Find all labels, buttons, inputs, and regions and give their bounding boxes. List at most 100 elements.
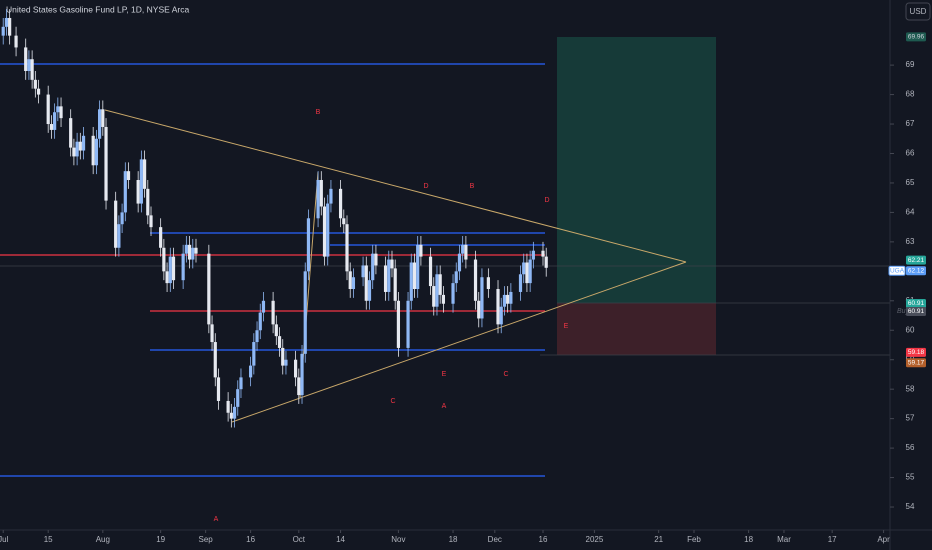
candle-body xyxy=(171,256,176,281)
candle-body xyxy=(390,259,394,269)
candle-body xyxy=(383,265,388,292)
candle-body xyxy=(271,300,275,325)
candle-body xyxy=(297,377,301,396)
candle-body xyxy=(367,280,372,301)
candle-body xyxy=(361,265,365,278)
price-label: 60.91 xyxy=(908,308,925,315)
currency[interactable]: USD xyxy=(910,7,927,16)
candle-body xyxy=(33,79,37,89)
candle-body xyxy=(46,94,50,125)
candle-body xyxy=(53,112,57,130)
x-tick-label: Nov xyxy=(391,535,405,544)
candle-body xyxy=(191,247,195,260)
candle-body xyxy=(94,138,98,166)
candle-body xyxy=(345,224,349,272)
x-tick-label: 17 xyxy=(828,535,837,544)
candle-body xyxy=(274,324,278,337)
candle-body xyxy=(4,17,9,27)
price-label-box xyxy=(906,306,926,316)
candle-body xyxy=(8,17,12,36)
candle-body xyxy=(303,271,307,354)
candle-body xyxy=(239,377,243,390)
candle-body xyxy=(91,135,95,166)
candle-body xyxy=(187,244,192,260)
y-tick-label: 68 xyxy=(906,90,915,99)
candle-body xyxy=(142,159,147,189)
price-label: 69.96 xyxy=(908,34,925,41)
candle-body xyxy=(258,312,262,331)
candle-body xyxy=(184,244,188,254)
candle-body xyxy=(117,224,121,248)
candle-body xyxy=(477,300,481,319)
candle-body xyxy=(338,188,343,219)
candle-body xyxy=(114,200,118,248)
candle-body xyxy=(27,59,31,72)
candle-body xyxy=(506,294,510,304)
annotation: C xyxy=(503,371,508,378)
y-tick-label: 56 xyxy=(906,443,915,452)
chart-title: United States Gasoline Fund LP, 1D, NYSE… xyxy=(6,4,189,14)
candle-body xyxy=(541,250,545,257)
candle-body xyxy=(30,59,34,80)
x-tick-label: 18 xyxy=(449,535,458,544)
candle-body xyxy=(236,389,240,407)
candle-body xyxy=(146,188,150,216)
currency-button[interactable] xyxy=(905,2,931,21)
x-tick-label: Jul xyxy=(0,535,9,544)
x-tick-label: Aug xyxy=(96,535,110,544)
candle-body xyxy=(416,244,420,290)
candle-body xyxy=(438,274,442,295)
candle-body xyxy=(435,274,439,307)
price-tag-box xyxy=(888,265,906,276)
candle-body xyxy=(149,215,153,228)
x-tick-label: Mar xyxy=(777,535,791,544)
candle-body xyxy=(496,289,500,325)
candle-body xyxy=(56,106,60,113)
candle-body xyxy=(232,406,237,419)
annotation: D xyxy=(544,197,549,204)
candle-body xyxy=(72,147,76,157)
candle-body xyxy=(329,188,333,204)
candle-body xyxy=(322,206,327,257)
candle-body xyxy=(81,135,86,151)
x-tick-label: 14 xyxy=(336,535,345,544)
price-label: 59.17 xyxy=(908,359,925,366)
candle-body xyxy=(281,347,285,366)
x-tick-label: Feb xyxy=(687,535,701,544)
candle-body xyxy=(518,274,523,292)
candle-body xyxy=(194,247,198,254)
candle-body xyxy=(316,180,320,219)
candle-body xyxy=(419,244,423,257)
annotation: E xyxy=(442,371,447,378)
candle-body xyxy=(473,259,478,301)
x-tick-label: 21 xyxy=(654,535,663,544)
annotation: A xyxy=(214,516,219,523)
y-tick-label: 55 xyxy=(906,473,915,482)
x-tick-label: Oct xyxy=(293,535,306,544)
annotation: A xyxy=(442,403,447,410)
price-label-box xyxy=(906,358,926,368)
candle-body xyxy=(104,126,108,201)
y-tick-label: 58 xyxy=(906,384,915,393)
candle-body xyxy=(393,268,397,301)
candle-body xyxy=(136,180,140,204)
candle-body xyxy=(120,212,124,225)
candle-body xyxy=(78,141,82,151)
x-tick-label: 18 xyxy=(744,535,753,544)
candle-body xyxy=(123,171,127,213)
candle-body xyxy=(528,259,532,284)
candle-body xyxy=(168,256,172,284)
candle-body xyxy=(351,277,356,290)
candle-body xyxy=(441,294,445,304)
x-tick-label: 2025 xyxy=(586,535,604,544)
candle-body xyxy=(277,336,282,348)
candle-body xyxy=(75,141,79,157)
candle-body xyxy=(342,218,346,225)
price-label: 62.12 xyxy=(908,268,925,275)
candle-body xyxy=(319,180,323,207)
candle-body xyxy=(126,171,131,181)
x-tick-label: Apr xyxy=(877,535,890,544)
candle-body xyxy=(24,47,28,72)
x-tick-label: 16 xyxy=(246,535,255,544)
